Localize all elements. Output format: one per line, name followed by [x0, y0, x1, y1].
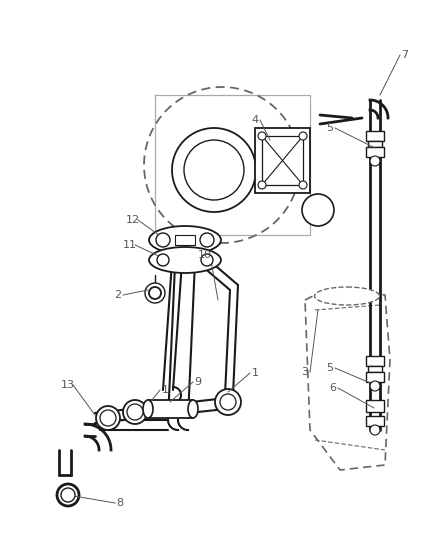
Circle shape — [299, 132, 307, 140]
Bar — [368, 141, 382, 147]
Text: 13: 13 — [61, 380, 75, 390]
Circle shape — [127, 404, 143, 420]
Text: 3: 3 — [301, 367, 308, 377]
Circle shape — [299, 181, 307, 189]
Ellipse shape — [143, 400, 153, 418]
Circle shape — [302, 194, 334, 226]
Circle shape — [57, 484, 79, 506]
Circle shape — [258, 181, 266, 189]
Circle shape — [156, 233, 170, 247]
Bar — [366, 147, 384, 157]
Bar — [255, 128, 310, 193]
Circle shape — [149, 287, 161, 299]
Bar — [148, 400, 193, 418]
Circle shape — [258, 132, 266, 140]
Ellipse shape — [149, 247, 221, 273]
Circle shape — [184, 140, 244, 200]
Text: 5: 5 — [326, 123, 333, 133]
Circle shape — [200, 233, 214, 247]
Text: 6: 6 — [329, 383, 336, 393]
Bar — [368, 366, 382, 372]
Ellipse shape — [314, 287, 379, 305]
Circle shape — [123, 400, 147, 424]
Circle shape — [220, 394, 236, 410]
Circle shape — [172, 128, 256, 212]
Bar — [366, 356, 384, 366]
Bar — [366, 372, 384, 382]
Text: 12: 12 — [126, 215, 140, 225]
Text: 11: 11 — [123, 240, 137, 250]
Text: 5: 5 — [326, 363, 333, 373]
Bar — [366, 416, 384, 426]
Bar — [262, 136, 303, 185]
Text: 8: 8 — [117, 498, 124, 508]
Circle shape — [157, 254, 169, 266]
Text: 4: 4 — [251, 115, 258, 125]
Circle shape — [370, 381, 380, 391]
Text: 1: 1 — [251, 368, 258, 378]
Text: 9: 9 — [194, 377, 201, 387]
Circle shape — [96, 406, 120, 430]
Ellipse shape — [149, 226, 221, 254]
Circle shape — [145, 283, 165, 303]
Bar — [366, 400, 384, 412]
Text: 10: 10 — [198, 250, 212, 260]
Bar — [366, 131, 384, 141]
Text: 2: 2 — [114, 290, 122, 300]
Circle shape — [100, 410, 116, 426]
Text: 7: 7 — [402, 50, 409, 60]
Text: 1: 1 — [162, 385, 169, 395]
Circle shape — [201, 254, 213, 266]
Circle shape — [215, 389, 241, 415]
Circle shape — [370, 156, 380, 166]
Ellipse shape — [188, 400, 198, 418]
Circle shape — [61, 488, 75, 502]
Circle shape — [370, 425, 380, 435]
Bar — [175, 235, 195, 245]
